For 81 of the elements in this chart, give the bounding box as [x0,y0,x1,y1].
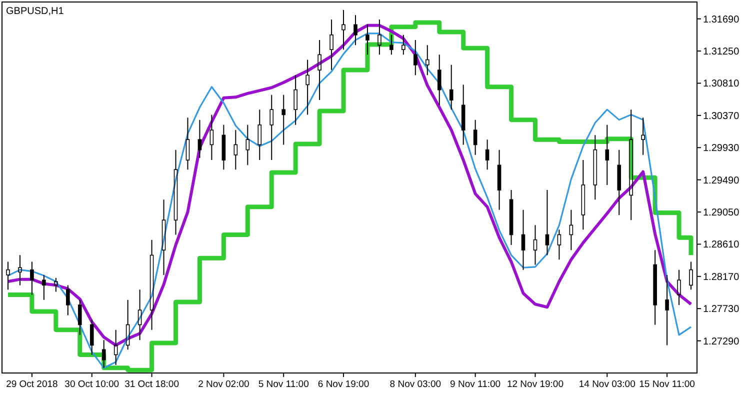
x-tick-label: 9 Nov 11:00 [450,379,501,390]
y-tick-label: 1.29930 [703,143,740,154]
candlestick [497,149,502,210]
y-tick-label: 1.30370 [703,110,740,122]
candlestick [282,94,286,146]
y-tick-label: 1.30810 [703,78,740,90]
candlestick [6,261,10,290]
candlestick [569,209,574,251]
y-tick-label: 1.27730 [703,304,740,316]
candlestick [437,54,442,106]
candlestick [354,14,358,46]
y-tick-label: 1.27290 [703,336,740,348]
candlestick [461,84,466,146]
candlestick [689,261,693,290]
candlestick [174,149,178,236]
candlestick [366,24,370,56]
candlestick [222,124,226,170]
candlestick [653,250,657,326]
candlestick [378,19,382,56]
candlestick [665,274,669,346]
candlestick [138,289,142,341]
x-tick-label: 14 Nov 03:00 [578,379,636,390]
candlestick [342,10,346,50]
candlestick [414,40,418,76]
candlestick [126,299,130,350]
candlestick [629,109,633,221]
candlestick [581,160,586,230]
x-tick-label: 15 Nov 11:00 [639,379,695,390]
candlestick [114,329,118,366]
candlestick [521,209,526,270]
candlestick [246,124,250,166]
x-tick-label: 6 Nov 19:00 [318,379,370,390]
candlestick [330,19,334,71]
y-tick-label: 1.31250 [703,46,740,58]
x-tick-label: 30 Oct 10:00 [64,379,120,390]
candlestick [449,64,454,110]
y-tick-label: 1.29490 [703,175,740,186]
y-tick-label: 1.29050 [703,208,740,219]
x-tick-label: 29 Oct 2018 [6,379,58,390]
chart-title: GBPUSD,H1 [6,6,64,17]
candlestick [617,149,622,216]
candlestick [509,190,514,246]
x-tick-label: 8 Nov 03:00 [390,379,442,390]
candlestick [473,119,478,156]
y-tick-label: 1.28610 [703,240,740,251]
candlestick [90,319,94,356]
candlestick [306,59,310,116]
candlestick [677,269,681,306]
candlestick [162,199,166,276]
y-tick-label: 1.28170 [703,272,740,283]
candlestick [641,117,645,156]
candlestick [533,224,538,266]
candlestick [390,34,394,56]
x-tick-label: 12 Nov 19:00 [506,379,564,390]
candlestick [54,277,58,292]
candlestick [557,229,562,260]
candlestick [186,117,190,170]
candlestick [485,139,490,170]
candlestick [18,254,22,286]
x-tick-label: 31 Oct 18:00 [124,379,179,390]
candlestick [66,284,70,316]
candlestick [78,299,82,336]
candlestick [270,94,274,161]
candlestick [42,274,46,300]
candlestick [210,114,214,161]
candlestick [30,261,34,296]
candlestick [402,34,406,56]
candlestick [102,340,106,368]
candlestick [425,44,430,76]
candlestick [294,74,298,126]
x-tick-label: 2 Nov 02:00 [198,379,250,390]
candlestick [150,239,154,330]
candlestick [605,124,610,186]
candlestick [234,130,238,170]
candlestick [198,119,202,158]
x-tick-label: 5 Nov 11:00 [258,379,309,390]
y-tick-label: 1.31690 [703,14,740,26]
candlestick [545,190,550,256]
candlestick [593,134,598,200]
candlestick [318,40,322,101]
candlestick [258,109,262,161]
